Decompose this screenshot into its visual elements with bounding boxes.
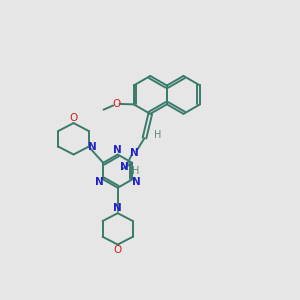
Text: O: O	[69, 113, 78, 123]
Text: O: O	[114, 245, 122, 255]
Text: N: N	[130, 148, 138, 158]
Text: N: N	[120, 162, 129, 172]
Text: N: N	[95, 177, 103, 187]
Text: N: N	[88, 142, 97, 152]
Text: O: O	[112, 99, 120, 109]
Text: H: H	[154, 130, 161, 140]
Text: N: N	[132, 177, 141, 187]
Text: H: H	[132, 166, 140, 176]
Text: N: N	[113, 145, 122, 155]
Text: N: N	[113, 203, 122, 213]
